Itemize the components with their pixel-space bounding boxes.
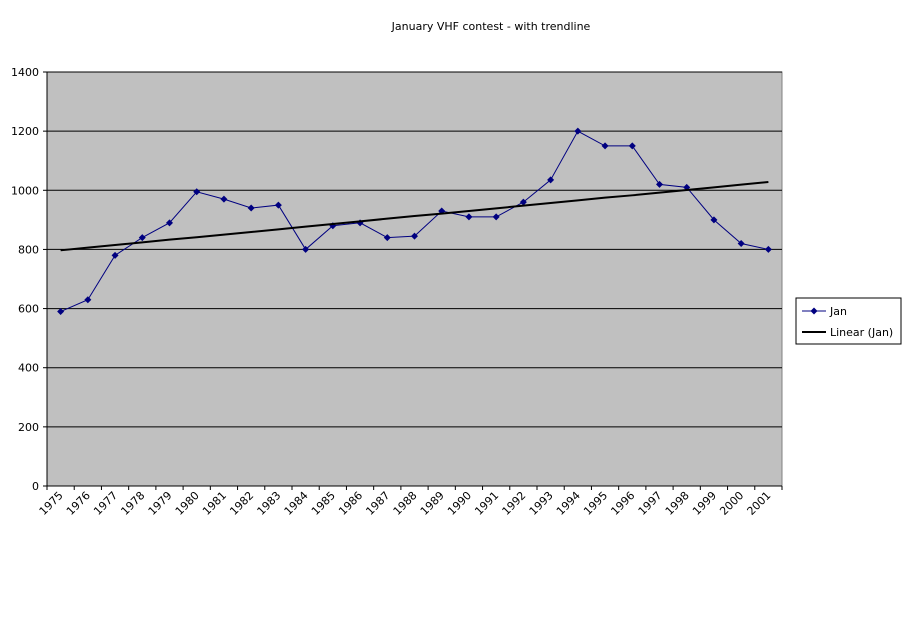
data-point bbox=[302, 245, 310, 253]
data-point bbox=[138, 234, 146, 242]
x-tick-label: 2001 bbox=[745, 489, 774, 518]
y-tick-label: 800 bbox=[18, 243, 39, 256]
data-point bbox=[601, 142, 609, 150]
data-point bbox=[166, 219, 173, 227]
data-point bbox=[764, 245, 772, 253]
x-tick-label: 1978 bbox=[118, 489, 147, 518]
data-point bbox=[519, 198, 527, 206]
x-tick-label: 1984 bbox=[282, 489, 311, 518]
plot-area bbox=[46, 71, 783, 487]
x-tick-label: 1977 bbox=[91, 489, 120, 518]
x-tick-label: 1983 bbox=[255, 489, 284, 518]
data-point bbox=[274, 201, 282, 209]
x-tick-label: 1982 bbox=[227, 489, 256, 518]
x-tick-label: 1992 bbox=[500, 489, 529, 518]
data-point bbox=[220, 195, 228, 203]
trend-line bbox=[60, 181, 769, 252]
data-point bbox=[492, 213, 500, 221]
y-tick-label: 0 bbox=[32, 480, 39, 493]
x-tick-label: 1998 bbox=[663, 489, 692, 518]
x-tick-label: 1980 bbox=[173, 489, 202, 518]
data-point bbox=[57, 308, 65, 316]
y-tick-label: 1000 bbox=[11, 184, 39, 197]
x-tick-label: 1999 bbox=[690, 489, 719, 518]
data-point bbox=[247, 204, 255, 212]
x-tick-label: 1988 bbox=[391, 489, 420, 518]
data-point bbox=[193, 188, 201, 196]
data-point bbox=[411, 232, 418, 240]
x-tick-label: 1979 bbox=[146, 489, 175, 518]
x-tick-label: 1987 bbox=[363, 489, 392, 518]
x-tick-label: 1991 bbox=[472, 489, 501, 518]
y-tick-label: 200 bbox=[18, 421, 39, 434]
data-point bbox=[628, 142, 636, 150]
data-point bbox=[574, 127, 582, 135]
y-tick-label: 1400 bbox=[11, 66, 39, 79]
x-tick-label: 1997 bbox=[636, 489, 665, 518]
x-tick-label: 2000 bbox=[717, 489, 746, 518]
data-point bbox=[737, 240, 745, 248]
x-tick-label: 1994 bbox=[554, 489, 583, 518]
data-point bbox=[84, 296, 92, 304]
data-point bbox=[465, 213, 473, 221]
y-tick-label: 600 bbox=[18, 303, 39, 316]
x-tick-label: 1990 bbox=[445, 489, 474, 518]
legend-label: Linear (Jan) bbox=[830, 326, 893, 339]
data-point bbox=[710, 216, 718, 224]
x-tick-label: 1985 bbox=[309, 489, 338, 518]
legend bbox=[795, 297, 902, 345]
data-point bbox=[383, 234, 391, 242]
legend-marker bbox=[810, 307, 818, 315]
x-tick-label: 1981 bbox=[200, 489, 229, 518]
y-tick-label: 400 bbox=[18, 362, 39, 375]
data-point bbox=[111, 251, 119, 259]
x-tick-label: 1975 bbox=[37, 489, 66, 518]
x-tick-label: 1986 bbox=[336, 489, 365, 518]
x-tick-label: 1995 bbox=[581, 489, 610, 518]
x-tick-label: 1993 bbox=[527, 489, 556, 518]
chart-title: January VHF contest - with trendline bbox=[391, 20, 591, 33]
x-tick-label: 1976 bbox=[64, 489, 93, 518]
legend-label: Jan bbox=[829, 305, 847, 318]
data-point bbox=[656, 180, 663, 188]
y-tick-label: 1200 bbox=[11, 125, 39, 138]
data-point bbox=[547, 176, 555, 184]
x-tick-label: 1989 bbox=[418, 489, 447, 518]
x-tick-label: 1996 bbox=[608, 489, 637, 518]
